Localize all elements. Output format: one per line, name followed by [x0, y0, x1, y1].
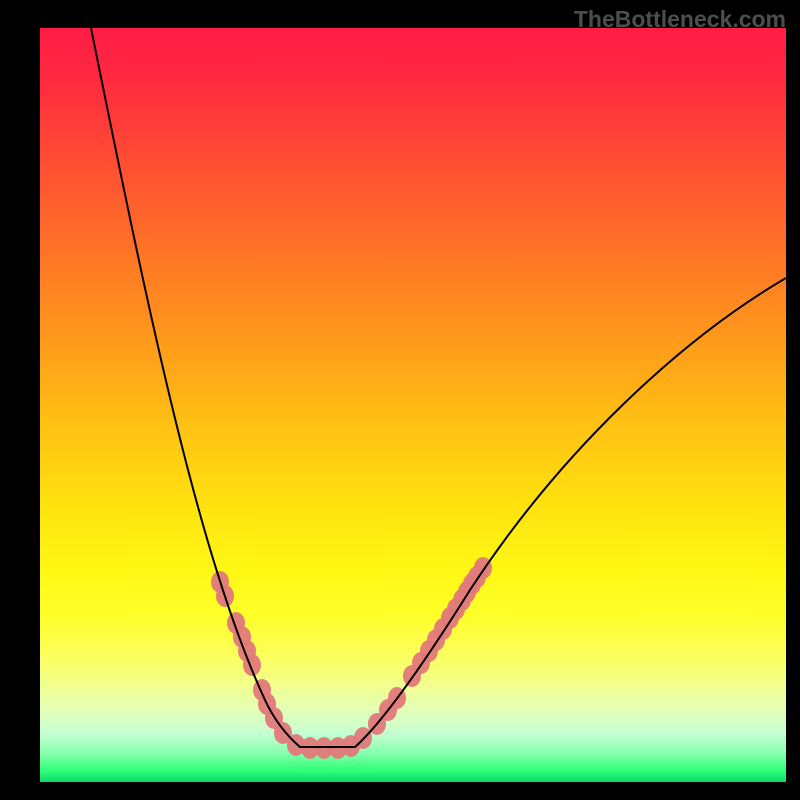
data-dot: [243, 654, 261, 676]
chart-svg: [0, 0, 800, 800]
watermark-text: TheBottleneck.com: [574, 6, 786, 33]
